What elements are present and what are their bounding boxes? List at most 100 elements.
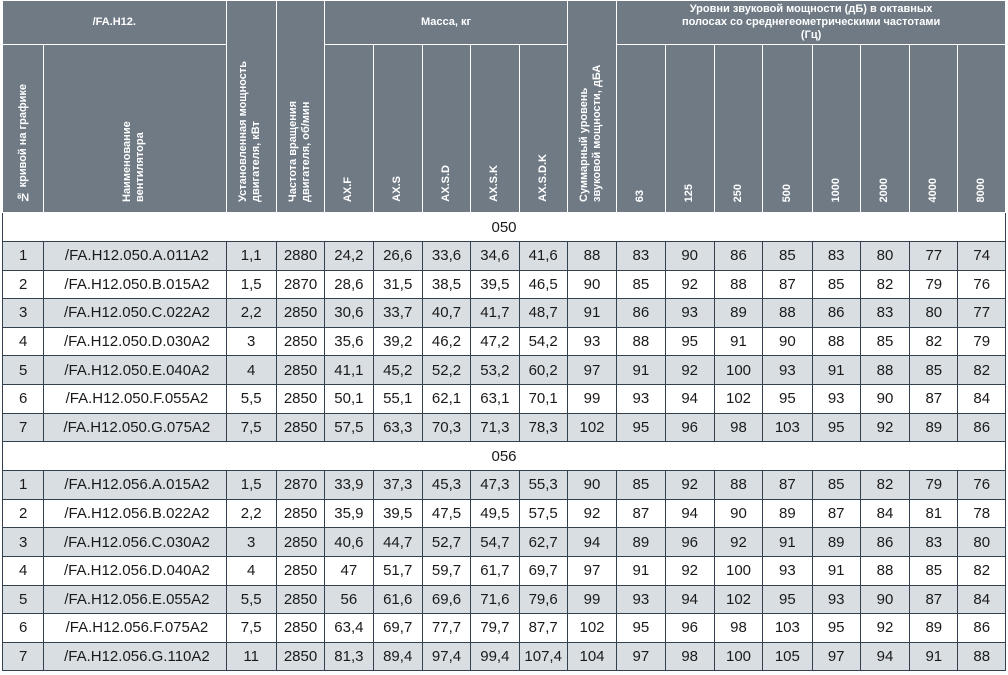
table-cell: 77,7 xyxy=(421,613,472,643)
fan-name-cell: /FA.H12.056.C.030A2 xyxy=(43,527,227,557)
table-cell: 4 xyxy=(225,355,277,385)
table-cell: 82 xyxy=(859,470,911,500)
table-cell: 39,5 xyxy=(372,498,423,529)
table-cell: 89 xyxy=(616,527,666,557)
table-cell: 85 xyxy=(762,241,813,271)
table-cell: 98 xyxy=(664,641,715,672)
table-cell: 61,7 xyxy=(470,555,520,586)
fan-name-cell: /FA.H12.056.F.075A2 xyxy=(43,613,227,643)
table-cell: 88 xyxy=(713,269,764,300)
table-cell: 95 xyxy=(811,412,861,443)
table-cell: 24,2 xyxy=(324,241,374,271)
group-row: 050 xyxy=(2,212,1006,242)
table-cell: 54,2 xyxy=(518,326,568,357)
table-cell: 85 xyxy=(859,326,911,357)
table-cell: 88 xyxy=(859,555,911,586)
table-cell: 90 xyxy=(762,326,813,357)
table-cell: 80 xyxy=(909,298,959,328)
group-label: 050 xyxy=(2,212,1006,242)
table-cell: 83 xyxy=(909,527,959,557)
table-cell: 85 xyxy=(616,470,666,500)
table-cell: 77 xyxy=(909,241,959,271)
table-cell: 82 xyxy=(957,555,1006,586)
table-cell: 90 xyxy=(859,584,911,615)
table-cell: 80 xyxy=(957,527,1006,557)
table-cell: 88 xyxy=(616,326,666,357)
table-cell: 100 xyxy=(713,355,764,385)
table-cell: 38,5 xyxy=(421,269,472,300)
table-cell: 107,4 xyxy=(518,641,568,672)
table-cell: 5,5 xyxy=(225,584,277,615)
table-cell: 77 xyxy=(957,298,1006,328)
table-cell: 1,1 xyxy=(225,241,277,271)
table-cell: 94 xyxy=(664,498,715,529)
table-cell: 4 xyxy=(225,555,277,586)
table-row: 3/FA.H12.056.C.030A2 3 2850 40,6 44,7 52,7 54,… xyxy=(1,527,1006,557)
octave-col-header: 1000 xyxy=(811,44,861,213)
table-cell: 92 xyxy=(664,470,715,500)
table-cell: 91 xyxy=(616,555,666,586)
table-cell: 69,7 xyxy=(372,613,423,643)
octave-col-header: 8000 xyxy=(957,44,1006,213)
table-cell: 92 xyxy=(664,555,715,586)
table-cell: 87 xyxy=(909,584,959,615)
table-cell: 39,2 xyxy=(372,326,423,357)
table-cell: 49,5 xyxy=(470,498,520,529)
table-cell: 96 xyxy=(664,527,715,557)
table-cell: 84 xyxy=(957,584,1006,615)
mass-col-header: AX.F xyxy=(324,44,374,213)
table-cell: 86 xyxy=(957,613,1006,643)
table-cell: 86 xyxy=(859,527,911,557)
table-cell: 89 xyxy=(909,412,959,443)
table-cell: 71,6 xyxy=(470,584,520,615)
fan-name-cell: /FA.H12.050.E.040A2 xyxy=(43,355,227,385)
table-cell: 86 xyxy=(713,241,764,271)
curve-no-cell: 3 xyxy=(1,298,45,328)
table-cell: 84 xyxy=(859,498,911,529)
table-cell: 82 xyxy=(859,269,911,300)
table-cell: 87 xyxy=(762,470,813,500)
table-cell: 87 xyxy=(811,498,861,529)
table-cell: 41,6 xyxy=(518,241,568,271)
table-cell: 61,6 xyxy=(372,584,423,615)
table-cell: 81 xyxy=(909,498,959,529)
fan-name-cell: /FA.H12.050.F.055A2 xyxy=(43,383,227,414)
table-cell: 70,1 xyxy=(518,383,568,414)
table-cell: 79,7 xyxy=(470,613,520,643)
table-cell: 89 xyxy=(713,298,764,328)
table-cell: 2850 xyxy=(275,326,326,357)
table-cell: 93 xyxy=(762,555,813,586)
table-cell: 91 xyxy=(811,555,861,586)
table-cell: 92 xyxy=(859,412,911,443)
table-cell: 35,9 xyxy=(324,498,374,529)
table-cell: 103 xyxy=(762,613,813,643)
table-row: 2/FA.H12.056.B.022A2 2,2 2850 35,9 39,5 47,5 4… xyxy=(1,498,1006,529)
table-cell: 102 xyxy=(713,584,764,615)
table-cell: 82 xyxy=(909,326,959,357)
table-cell: 88 xyxy=(859,355,911,385)
table-cell: 91 xyxy=(713,326,764,357)
table-cell: 85 xyxy=(909,355,959,385)
table-cell: 40,7 xyxy=(421,298,472,328)
table-cell: 2,2 xyxy=(225,298,277,328)
table-cell: 33,7 xyxy=(372,298,423,328)
table-cell: 83 xyxy=(859,298,911,328)
table-row: 6/FA.H12.056.F.075A2 7,5 2850 63,4 69,7 77,7 7… xyxy=(1,613,1006,643)
table-cell: 54,7 xyxy=(470,527,520,557)
table-header: /FA.H12. Установленная мощность двигател… xyxy=(1,0,1006,213)
table-cell: 52,7 xyxy=(421,527,472,557)
table-cell: 7,5 xyxy=(225,412,277,443)
mass-col-header: AX.S xyxy=(372,44,423,213)
table-cell: 81,3 xyxy=(324,641,374,672)
table-cell: 46,5 xyxy=(518,269,568,300)
table-cell: 47,5 xyxy=(421,498,472,529)
table-cell: 40,6 xyxy=(324,527,374,557)
table-cell: 100 xyxy=(713,555,764,586)
table-cell: 93 xyxy=(616,584,666,615)
table-cell: 97 xyxy=(811,641,861,672)
table-row: 2/FA.H12.050.B.015A2 1,5 2870 28,6 31,5 38,5 3… xyxy=(1,269,1006,300)
table-cell: 102 xyxy=(566,613,618,643)
curve-no-cell: 7 xyxy=(1,412,45,443)
octave-col-header: 2000 xyxy=(859,44,911,213)
table-row: 6/FA.H12.050.F.055A2 5,5 2850 50,1 55,1 62,1 6… xyxy=(1,383,1006,414)
